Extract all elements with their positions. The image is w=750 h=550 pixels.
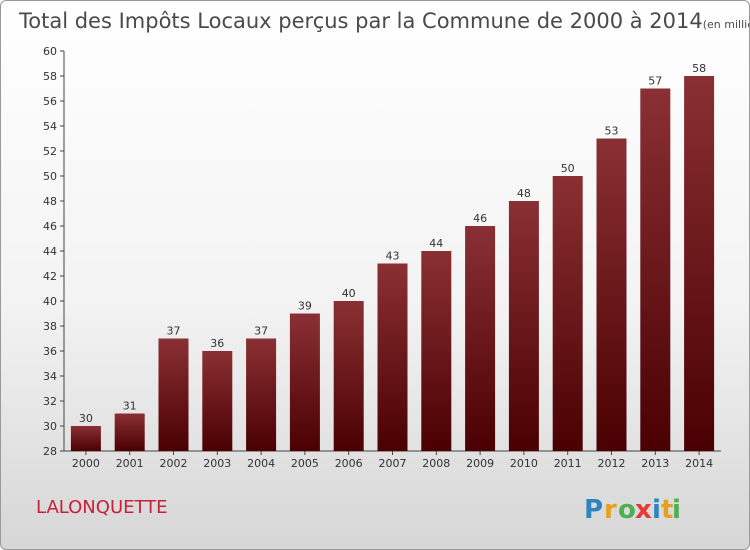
bars: 30 31 37 36 37 39 40 43 44 46 48 50 53 57 58 bbox=[70, 62, 715, 451]
bar-value-label: 53 bbox=[605, 125, 619, 138]
bar-value-label: 46 bbox=[473, 212, 487, 225]
logo-letter: P bbox=[584, 495, 603, 525]
y-tick-label: 32 bbox=[43, 395, 57, 408]
x-tick-label: 2013 bbox=[641, 457, 669, 470]
logo-letter: x bbox=[635, 495, 652, 525]
x-tick-label: 2008 bbox=[422, 457, 450, 470]
bar-value-label: 44 bbox=[429, 237, 443, 250]
logo-letter: r bbox=[604, 495, 617, 525]
x-tick-label: 2011 bbox=[554, 457, 582, 470]
bar bbox=[246, 338, 277, 451]
y-tick-label: 56 bbox=[43, 95, 57, 108]
bar bbox=[202, 351, 233, 451]
bar bbox=[684, 76, 715, 451]
bar-value-label: 58 bbox=[692, 62, 706, 75]
bar bbox=[70, 426, 101, 451]
y-tick-label: 60 bbox=[43, 45, 57, 58]
x-tick-label: 2014 bbox=[685, 457, 713, 470]
bar-value-label: 43 bbox=[386, 250, 400, 263]
bar-value-label: 31 bbox=[123, 400, 137, 413]
y-tick-label: 36 bbox=[43, 345, 57, 358]
bar-value-label: 37 bbox=[254, 325, 268, 338]
x-tick-label: 2005 bbox=[291, 457, 319, 470]
bar bbox=[289, 313, 320, 451]
bar-value-label: 39 bbox=[298, 300, 312, 313]
bar-value-label: 37 bbox=[167, 325, 181, 338]
bar bbox=[465, 226, 496, 451]
logo-letter: i bbox=[672, 495, 681, 525]
chart-title-text: Total des Impôts Locaux perçus par la Co… bbox=[18, 9, 703, 33]
y-tick-label: 48 bbox=[43, 195, 57, 208]
logo-letter: i bbox=[652, 495, 661, 525]
bar bbox=[508, 201, 539, 451]
bar-value-label: 30 bbox=[79, 412, 93, 425]
bar bbox=[158, 338, 189, 451]
logo-letter: o bbox=[618, 495, 636, 525]
y-tick-label: 50 bbox=[43, 170, 57, 183]
y-tick-label: 44 bbox=[43, 245, 57, 258]
x-tick-label: 2000 bbox=[72, 457, 100, 470]
bar bbox=[377, 263, 408, 451]
axes: 28 30 32 34 36 38 40 42 44 46 48 50 52 54 56 58 60 2000 20… bbox=[43, 45, 721, 470]
bar-value-label: 40 bbox=[342, 287, 356, 300]
x-tick-label: 2009 bbox=[466, 457, 494, 470]
x-tick-label: 2010 bbox=[510, 457, 538, 470]
x-tick-label: 2012 bbox=[598, 457, 626, 470]
y-tick-label: 42 bbox=[43, 270, 57, 283]
bar bbox=[552, 176, 583, 451]
bar bbox=[640, 88, 671, 451]
bar-value-label: 57 bbox=[648, 75, 662, 88]
y-tick-label: 54 bbox=[43, 120, 57, 133]
x-tick-label: 2003 bbox=[203, 457, 231, 470]
bar bbox=[421, 251, 452, 451]
x-tick-label: 2004 bbox=[247, 457, 275, 470]
commune-name: LALONQUETTE bbox=[36, 497, 168, 518]
y-tick-label: 30 bbox=[43, 420, 57, 433]
bar-value-label: 48 bbox=[517, 187, 531, 200]
x-tick-label: 2006 bbox=[335, 457, 363, 470]
y-tick-label: 38 bbox=[43, 320, 57, 333]
chart-unit-label: (en milliers d'€) bbox=[703, 18, 750, 31]
bar-value-label: 50 bbox=[561, 162, 575, 175]
y-tick-label: 52 bbox=[43, 145, 57, 158]
logo-letter: t bbox=[661, 495, 673, 525]
y-tick-label: 28 bbox=[43, 445, 57, 458]
bar-value-label: 36 bbox=[210, 337, 224, 350]
y-tick-label: 58 bbox=[43, 70, 57, 83]
bar bbox=[114, 413, 145, 451]
x-tick-label: 2002 bbox=[160, 457, 188, 470]
y-tick-label: 40 bbox=[43, 295, 57, 308]
y-tick-label: 34 bbox=[43, 370, 57, 383]
bar bbox=[333, 301, 364, 451]
y-tick-label: 46 bbox=[43, 220, 57, 233]
x-tick-label: 2001 bbox=[116, 457, 144, 470]
x-tick-label: 2007 bbox=[379, 457, 407, 470]
bar bbox=[596, 138, 627, 451]
chart-title: Total des Impôts Locaux perçus par la Co… bbox=[18, 9, 750, 33]
